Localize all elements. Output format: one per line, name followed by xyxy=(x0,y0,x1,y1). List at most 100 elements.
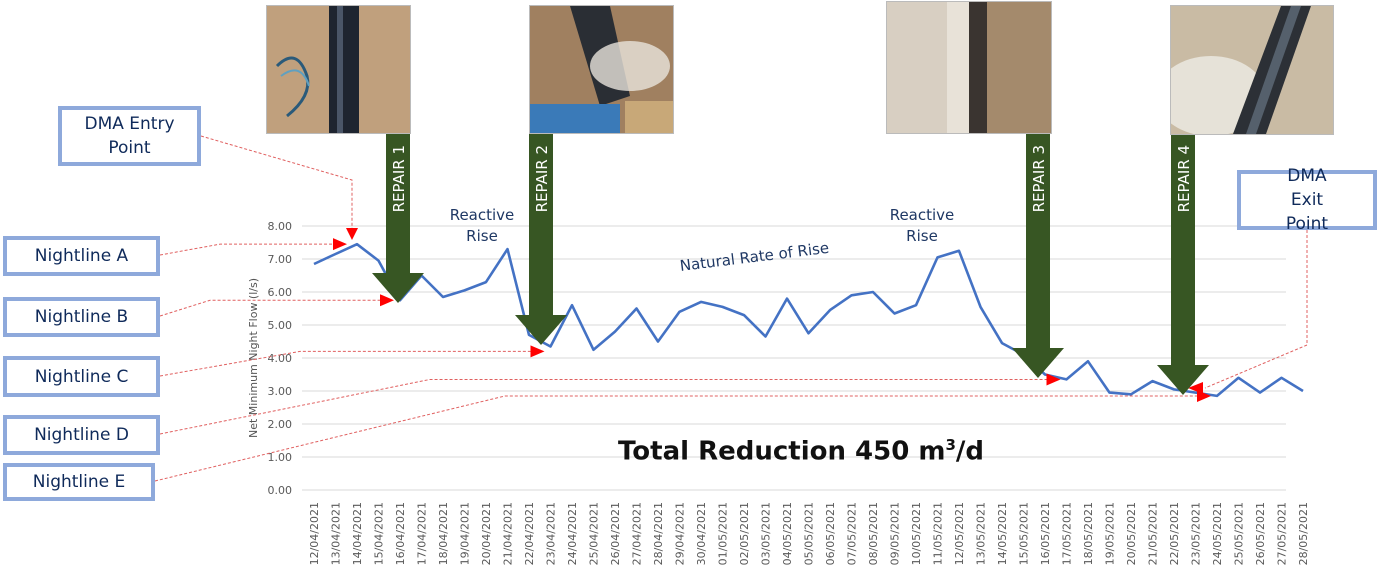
x-tick-label: 23/04/2021 xyxy=(545,502,558,565)
repair-4-photo xyxy=(1170,5,1334,135)
x-tick-label: 05/05/2021 xyxy=(803,502,816,565)
y-axis-ticks: 0.00 1.00 2.00 3.00 4.00 5.00 6.00 7.00 8.00 xyxy=(268,220,293,497)
repair-2-photo xyxy=(529,5,674,134)
reactive-rise-annotation-2: Reactive Rise xyxy=(889,206,955,245)
dma-entry-leader xyxy=(200,135,353,228)
repair-1-photo xyxy=(266,5,411,134)
x-tick-label: 03/05/2021 xyxy=(760,502,773,565)
x-tick-label: 26/04/2021 xyxy=(609,502,622,565)
x-tick-label: 19/05/2021 xyxy=(1104,502,1117,565)
x-axis-ticks: 12/04/2021 13/04/2021 14/04/2021 15/04/2021… xyxy=(308,502,1310,565)
repair-arrow xyxy=(515,133,567,345)
x-tick-label: 11/05/2021 xyxy=(932,502,945,565)
x-tick-label: 01/05/2021 xyxy=(717,502,730,565)
x-tick-label: 14/05/2021 xyxy=(996,502,1009,565)
x-tick-label: 12/05/2021 xyxy=(953,502,966,565)
y-tick-label: 6.00 xyxy=(268,286,293,299)
y-tick-label: 0.00 xyxy=(268,484,293,497)
nightline-d-callout: Nightline D xyxy=(3,415,160,455)
dma-entry-point-callout: DMA Entry Point xyxy=(58,106,201,166)
y-tick-label: 8.00 xyxy=(268,220,293,233)
x-tick-label: 16/05/2021 xyxy=(1039,502,1052,565)
nightline-b-callout: Nightline B xyxy=(3,297,160,337)
nightline-c-callout: Nightline C xyxy=(3,356,160,397)
dma-exit-marker xyxy=(1188,382,1203,394)
x-tick-label: 21/05/2021 xyxy=(1147,502,1160,565)
total-reduction-text: Total Reduction 450 m xyxy=(618,436,946,467)
x-tick-label: 22/04/2021 xyxy=(523,502,536,565)
y-tick-label: 1.00 xyxy=(268,451,293,464)
dma-exit-point-callout: DMA Exit Point xyxy=(1237,166,1377,234)
repair-label: REPAIR 3 xyxy=(1030,145,1048,212)
x-tick-label: 10/05/2021 xyxy=(910,502,923,565)
y-tick-label: 4.00 xyxy=(268,352,293,365)
dma-entry-marker xyxy=(346,228,358,240)
x-tick-label: 25/04/2021 xyxy=(588,502,601,565)
repair-label: REPAIR 1 xyxy=(390,145,408,212)
repair-3-photo xyxy=(886,1,1052,134)
x-tick-label: 20/05/2021 xyxy=(1125,502,1138,565)
repair-arrow xyxy=(1157,133,1209,395)
nightline-e-callout: Nightline E xyxy=(3,463,155,501)
chart-gridlines xyxy=(302,225,1286,491)
x-tick-label: 18/05/2021 xyxy=(1082,502,1095,565)
nightline-leader xyxy=(159,350,531,377)
x-tick-label: 29/04/2021 xyxy=(674,502,687,565)
nightline-a-callout: Nightline A xyxy=(3,236,160,276)
repair-label: REPAIR 2 xyxy=(533,145,551,212)
x-tick-label: 28/04/2021 xyxy=(652,502,665,565)
x-tick-label: 26/05/2021 xyxy=(1254,502,1267,565)
nightline-markers xyxy=(333,228,1211,402)
series-line xyxy=(313,242,1304,398)
x-tick-label: 09/05/2021 xyxy=(889,502,902,565)
x-tick-label: 13/05/2021 xyxy=(975,502,988,565)
nightline-leader xyxy=(159,243,333,256)
total-reduction-label: Total Reduction 450 m3/d xyxy=(618,436,984,467)
callout-leader-lines xyxy=(154,135,1308,482)
x-tick-label: 07/05/2021 xyxy=(846,502,859,565)
x-tick-label: 24/04/2021 xyxy=(566,502,579,565)
nightline-marker xyxy=(380,294,394,307)
x-tick-label: 18/04/2021 xyxy=(437,502,450,565)
nightline-leader xyxy=(159,299,380,317)
x-tick-label: 14/04/2021 xyxy=(351,502,364,565)
x-tick-label: 23/05/2021 xyxy=(1190,502,1203,565)
x-tick-label: 16/04/2021 xyxy=(394,502,407,565)
y-tick-label: 5.00 xyxy=(268,319,293,332)
nightline-leader xyxy=(159,378,1047,435)
x-tick-label: 06/05/2021 xyxy=(824,502,837,565)
x-tick-label: 20/04/2021 xyxy=(480,502,493,565)
x-tick-label: 30/04/2021 xyxy=(695,502,708,565)
nightline-marker xyxy=(1046,373,1061,386)
x-tick-label: 08/05/2021 xyxy=(867,502,880,565)
x-tick-label: 27/04/2021 xyxy=(631,502,644,565)
total-reduction-suffix: /d xyxy=(955,436,984,467)
nightline-leader xyxy=(154,395,1197,482)
x-tick-label: 25/05/2021 xyxy=(1233,502,1246,565)
x-tick-label: 21/04/2021 xyxy=(502,502,515,565)
repair-arrow xyxy=(372,133,424,303)
nightline-marker xyxy=(333,238,347,251)
repair-label: REPAIR 4 xyxy=(1175,145,1193,212)
x-tick-label: 22/05/2021 xyxy=(1168,502,1181,565)
reactive-rise-annotation-1: Reactive Rise xyxy=(449,206,515,245)
x-tick-label: 24/05/2021 xyxy=(1211,502,1224,565)
x-tick-label: 02/05/2021 xyxy=(738,502,751,565)
y-tick-label: 3.00 xyxy=(268,385,293,398)
x-tick-label: 13/04/2021 xyxy=(330,502,343,565)
x-tick-label: 12/04/2021 xyxy=(308,502,321,565)
x-tick-label: 28/05/2021 xyxy=(1297,502,1310,565)
nightline-marker xyxy=(530,345,545,358)
repair-arrow xyxy=(1012,133,1064,378)
repair-arrows: REPAIR 1 REPAIR 2 REPAIR 3 REPAIR 4 xyxy=(372,133,1209,395)
x-tick-label: 17/05/2021 xyxy=(1061,502,1074,565)
x-tick-label: 27/05/2021 xyxy=(1276,502,1289,565)
y-tick-label: 2.00 xyxy=(268,418,293,431)
total-reduction-superscript: 3 xyxy=(945,436,956,454)
x-tick-label: 15/05/2021 xyxy=(1018,502,1031,565)
y-axis-label: Net Minimum Night Flow (l/s) xyxy=(247,278,260,438)
x-tick-label: 19/04/2021 xyxy=(459,502,472,565)
dma-exit-leader xyxy=(1204,230,1308,389)
x-tick-label: 17/04/2021 xyxy=(416,502,429,565)
